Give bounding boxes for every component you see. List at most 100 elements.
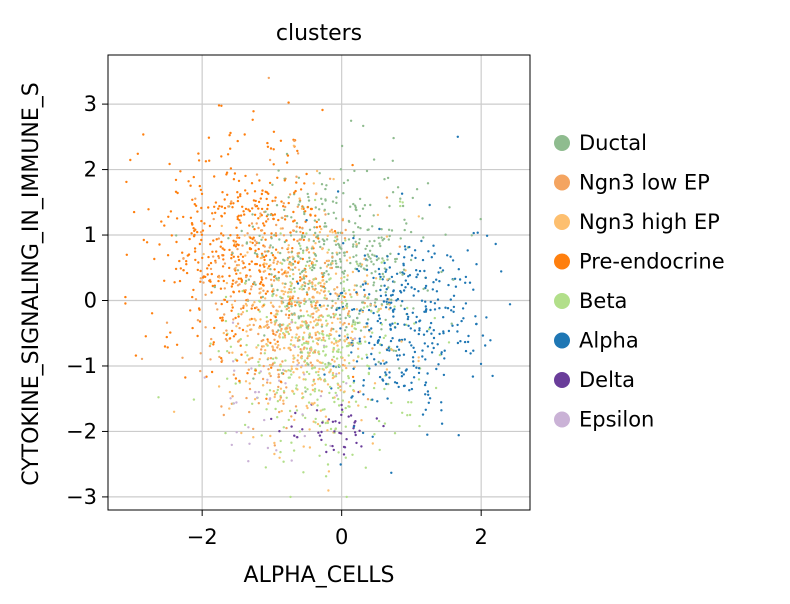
data-point-delta <box>375 417 378 420</box>
data-point-alpha <box>485 316 488 319</box>
data-point-ngn3-high-ep <box>316 359 319 362</box>
data-point-ductal <box>264 210 267 213</box>
data-point-delta <box>278 430 281 433</box>
data-point-ductal <box>299 272 302 275</box>
data-point-ductal <box>291 277 295 281</box>
data-point-ductal <box>372 284 375 287</box>
data-point-pre-endocrine <box>287 302 291 306</box>
data-point-alpha <box>387 346 390 350</box>
data-point-ductal <box>364 247 367 251</box>
data-point-beta <box>288 409 292 413</box>
data-point-alpha <box>318 304 322 307</box>
data-point-ductal <box>354 206 357 209</box>
data-point-ductal <box>321 202 324 206</box>
data-point-ngn3-high-ep <box>308 333 312 337</box>
legend-marker <box>554 135 570 151</box>
data-point-alpha <box>424 300 427 303</box>
data-point-pre-endocrine <box>251 241 254 245</box>
data-point-ngn3-high-ep <box>350 325 354 328</box>
data-point-ngn3-high-ep <box>355 243 358 246</box>
data-point-pre-endocrine <box>222 279 225 283</box>
data-point-ngn3-high-ep <box>345 366 348 370</box>
data-point-beta <box>308 281 312 285</box>
data-point-ductal <box>305 326 308 329</box>
data-point-alpha <box>368 367 371 370</box>
data-point-alpha <box>329 292 332 296</box>
data-point-beta <box>312 300 316 303</box>
data-point-pre-endocrine <box>239 277 243 280</box>
data-point-ngn3-high-ep <box>287 347 290 350</box>
data-point-beta <box>275 357 278 360</box>
data-point-ductal <box>365 169 369 173</box>
data-point-ngn3-low-ep <box>288 256 291 259</box>
data-point-ngn3-low-ep <box>308 279 311 283</box>
data-point-ngn3-high-ep <box>290 339 293 342</box>
data-point-ngn3-high-ep <box>332 342 336 345</box>
data-point-alpha <box>430 332 433 335</box>
data-point-alpha <box>438 332 441 336</box>
data-point-alpha <box>500 270 503 273</box>
data-point-alpha <box>423 342 426 345</box>
data-point-epsilon <box>290 321 293 324</box>
data-point-ductal <box>421 217 424 220</box>
data-point-ngn3-high-ep <box>371 442 374 445</box>
data-point-alpha <box>450 309 453 312</box>
data-point-ngn3-high-ep <box>314 318 318 321</box>
data-point-alpha <box>475 322 478 326</box>
data-point-beta <box>344 239 347 242</box>
data-point-pre-endocrine <box>250 307 253 310</box>
data-point-ductal <box>312 239 315 243</box>
data-point-ngn3-low-ep <box>296 239 299 243</box>
data-point-alpha <box>429 308 432 312</box>
data-point-ductal <box>330 306 333 309</box>
data-point-ductal <box>313 252 317 256</box>
data-point-ngn3-low-ep <box>343 237 347 240</box>
legend-label: Delta <box>579 368 635 392</box>
data-point-ductal <box>384 291 387 294</box>
data-point-alpha <box>400 283 403 287</box>
data-point-beta <box>339 351 343 354</box>
data-point-pre-endocrine <box>198 184 201 188</box>
data-point-ngn3-high-ep <box>281 282 284 285</box>
data-point-ductal <box>339 282 343 285</box>
data-point-pre-endocrine <box>169 210 173 213</box>
data-point-ngn3-high-ep <box>356 347 360 350</box>
data-point-ngn3-low-ep <box>220 405 223 408</box>
data-point-ductal <box>343 269 346 273</box>
data-point-pre-endocrine <box>282 205 285 208</box>
data-point-beta <box>305 324 308 327</box>
data-point-alpha <box>402 264 405 267</box>
data-point-ductal <box>303 235 306 238</box>
data-point-ngn3-high-ep <box>300 207 304 210</box>
data-point-pre-endocrine <box>232 202 235 205</box>
data-point-ductal <box>275 277 278 280</box>
data-point-alpha <box>402 373 405 376</box>
data-point-ductal <box>380 328 383 331</box>
data-point-pre-endocrine <box>237 243 240 247</box>
data-point-ngn3-low-ep <box>274 333 277 337</box>
data-point-beta <box>318 454 321 457</box>
data-point-alpha <box>382 300 386 303</box>
data-point-alpha <box>413 249 417 252</box>
data-point-beta <box>258 364 261 367</box>
data-point-pre-endocrine <box>219 245 222 248</box>
data-point-ngn3-high-ep <box>217 385 221 388</box>
data-point-ngn3-low-ep <box>320 272 324 275</box>
data-point-alpha <box>453 277 457 280</box>
data-point-ngn3-high-ep <box>297 361 300 365</box>
data-point-ngn3-low-ep <box>223 313 226 316</box>
data-point-beta <box>328 337 331 340</box>
data-point-pre-endocrine <box>233 172 237 175</box>
data-point-beta <box>327 248 330 251</box>
data-point-beta <box>279 450 282 454</box>
data-point-delta <box>331 444 334 448</box>
data-point-ductal <box>300 234 304 237</box>
data-point-ngn3-high-ep <box>237 263 241 267</box>
data-point-beta <box>350 295 353 299</box>
data-point-ngn3-low-ep <box>285 327 288 330</box>
data-point-ngn3-high-ep <box>311 388 315 392</box>
data-point-beta <box>306 342 310 345</box>
data-point-ngn3-low-ep <box>281 246 284 250</box>
data-point-ngn3-low-ep <box>303 346 306 349</box>
